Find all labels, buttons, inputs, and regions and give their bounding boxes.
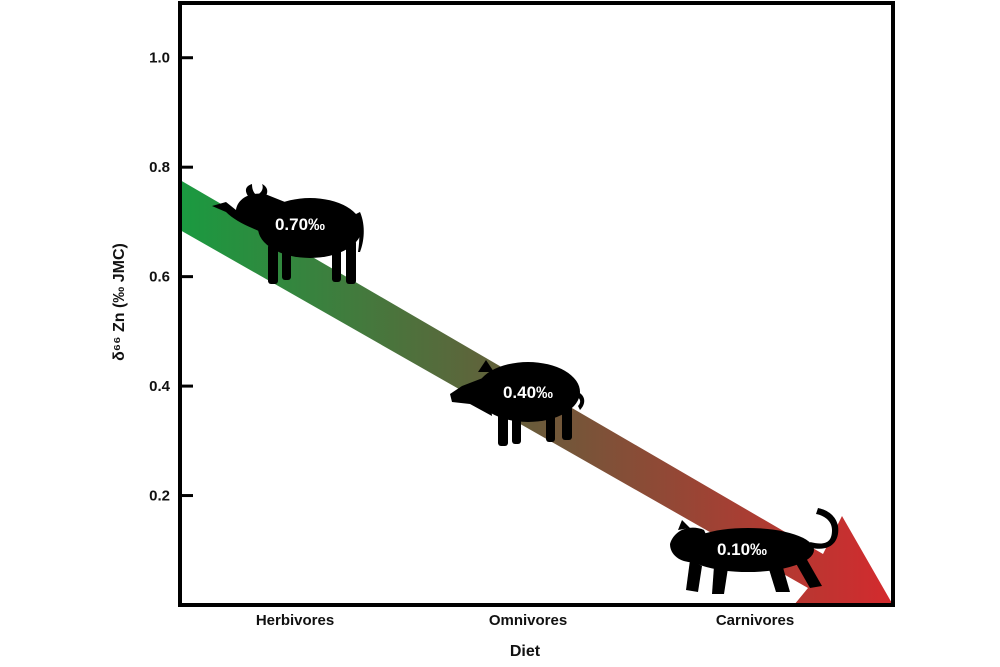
y-tick-label: 0.6 (149, 269, 170, 286)
plot-frame (178, 1, 895, 607)
x-category-omnivores: Omnivores (489, 612, 567, 629)
x-category-herbivores: Herbivores (256, 612, 334, 629)
value-label-carnivores: 0.10‰ (717, 540, 767, 559)
buffalo-icon (212, 184, 364, 284)
leopard-icon (670, 508, 839, 594)
x-category-carnivores: Carnivores (716, 612, 794, 629)
value-label-omnivores: 0.40‰ (503, 383, 553, 402)
y-axis-ticks: 0.2 0.4 0.6 0.8 1.0 (149, 50, 193, 505)
x-axis-title: Diet (510, 643, 541, 660)
boar-icon (450, 360, 585, 446)
y-axis-title: δ⁶⁶ Zn (‰ JMC) (111, 243, 128, 361)
value-label-herbivores: 0.70‰ (275, 215, 325, 234)
y-tick-label: 1.0 (149, 50, 170, 67)
y-tick-label: 0.4 (149, 378, 171, 395)
y-tick-label: 0.8 (149, 159, 170, 176)
y-tick-label: 0.2 (149, 488, 170, 505)
